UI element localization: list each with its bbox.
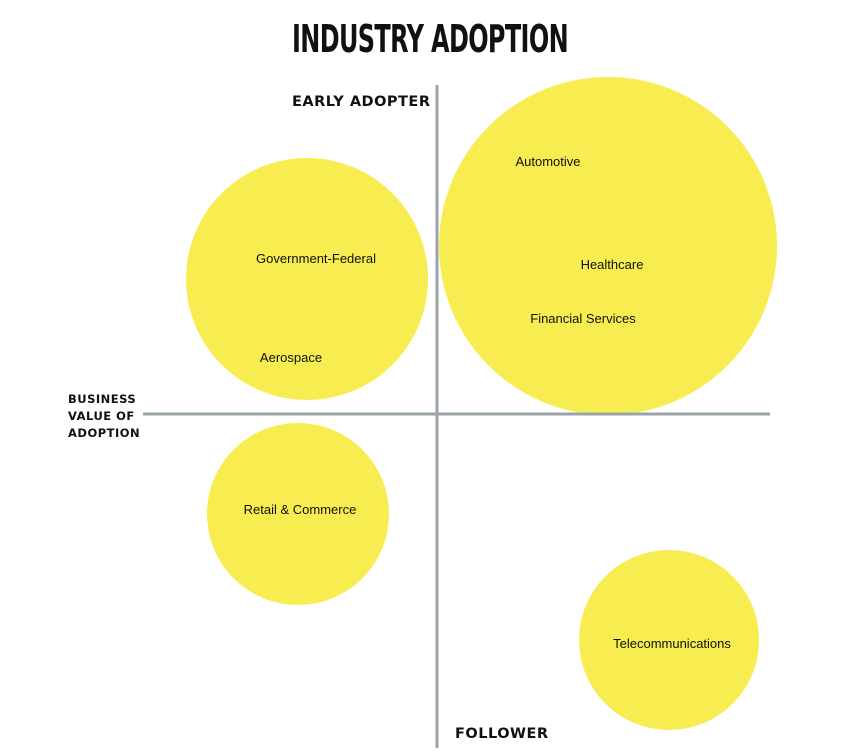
bubble-label-automotive: Automotive — [515, 154, 580, 169]
bubble-automotive-healthcare-financial — [439, 77, 777, 415]
axis-label-business-value-line-3: ADOPTION — [68, 426, 140, 440]
diagram-title: INDUSTRY ADOPTION — [292, 17, 568, 61]
bubble-label-government-federal: Government-Federal — [256, 251, 376, 266]
bubble-label-healthcare: Healthcare — [581, 257, 644, 272]
axis-label-business-value-line-1: BUSINESS — [68, 392, 136, 406]
bubble-label-aerospace: Aerospace — [260, 350, 322, 365]
bubble-label-telecommunications: Telecommunications — [613, 636, 731, 651]
axis-label-follower: FOLLOWER — [455, 726, 549, 742]
axis-label-business-value-line-2: VALUE OF — [68, 409, 135, 423]
axis-label-early-adopter: EARLY ADOPTER — [292, 94, 431, 110]
bubble-government-aerospace — [186, 158, 428, 400]
bubble-label-financial-services: Financial Services — [530, 311, 636, 326]
bubble-telecommunications — [579, 550, 759, 730]
bubble-retail-commerce — [207, 423, 389, 605]
bubble-label-retail-commerce: Retail & Commerce — [244, 502, 357, 517]
bubbles-layer — [186, 77, 777, 730]
